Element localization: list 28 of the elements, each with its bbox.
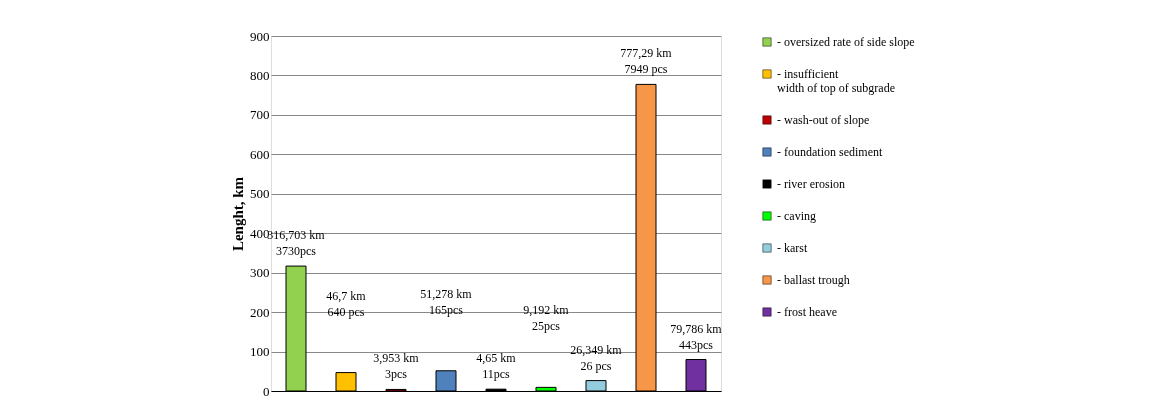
- legend-label: - insufficient width of top of subgrade: [777, 67, 895, 95]
- text: 51,278 km 165pcs: [420, 286, 472, 317]
- legend-label: - oversized rate of side slope: [777, 35, 915, 49]
- text: 316,703 km 3730pcs: [267, 228, 325, 259]
- legend-label: - ballast trough: [777, 273, 850, 287]
- y-tick-label: 600: [250, 146, 270, 162]
- legend-label: - wash-out of slope: [777, 113, 870, 127]
- y-axis-title: Lenght, km: [230, 176, 246, 252]
- y-tick-label: 100: [250, 344, 270, 360]
- legend-label: - river erosion: [777, 177, 845, 191]
- y-tick-label: 700: [250, 107, 270, 123]
- text: 79,786 km 443pcs: [670, 321, 722, 352]
- legend-label: - karst: [777, 241, 808, 255]
- y-tick-label: 500: [250, 186, 270, 202]
- text: 26,349 km 26 pcs: [570, 342, 622, 373]
- text: 777,29 km 7949 pcs: [620, 46, 672, 77]
- y-tick-label: 800: [250, 67, 270, 83]
- legend-label: - foundation sediment: [777, 145, 883, 159]
- text: 9,192 km 25pcs: [523, 303, 569, 334]
- y-tick-label: 200: [250, 304, 270, 320]
- y-tick-label: 0: [263, 383, 270, 399]
- text: 3,953 km 3pcs: [373, 351, 419, 382]
- y-tick-label: 300: [250, 265, 270, 281]
- y-tick-label: 900: [250, 28, 270, 44]
- text: 4,65 km 11pcs: [476, 351, 516, 382]
- legend-label: - frost heave: [777, 305, 837, 319]
- text: 46,7 km 640 pcs: [326, 288, 366, 319]
- legend-label: - caving: [777, 209, 816, 223]
